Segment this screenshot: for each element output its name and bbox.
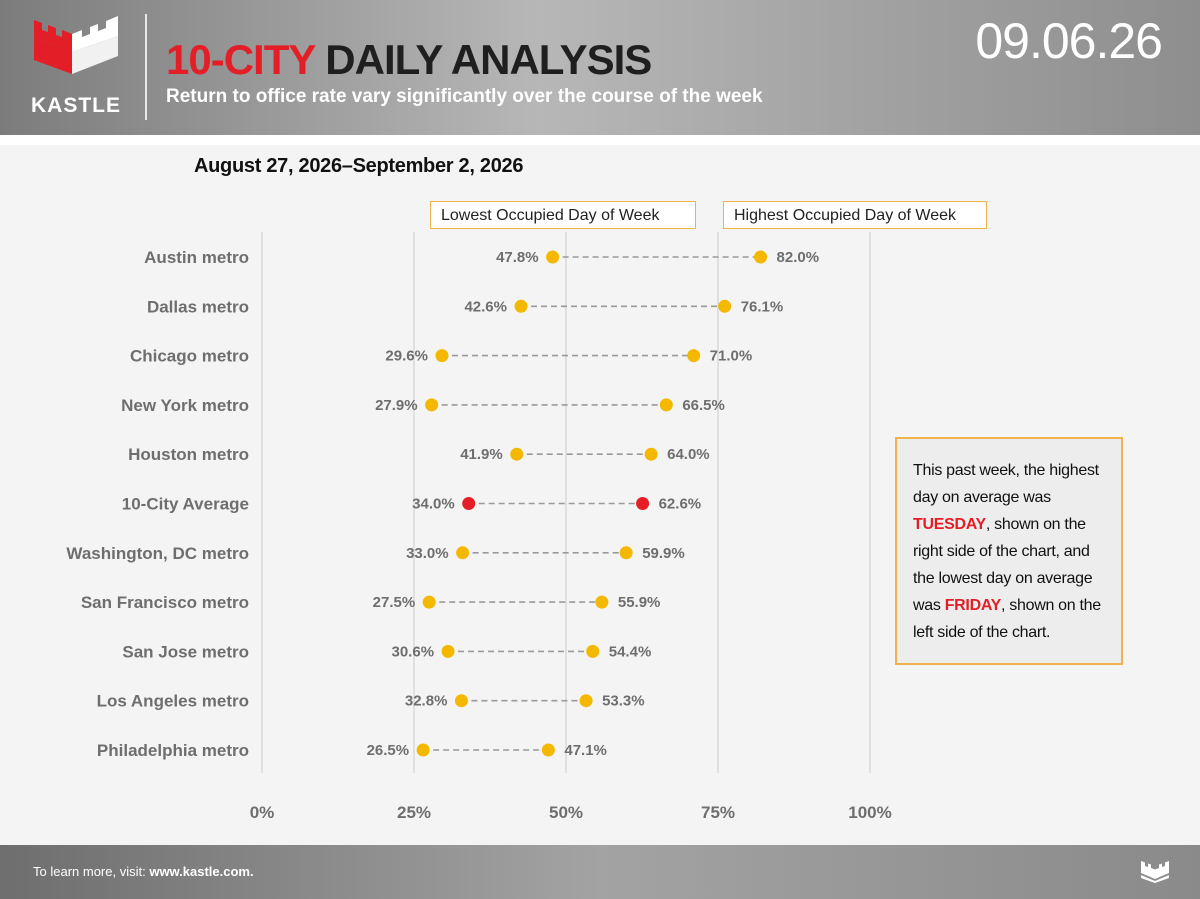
- note-text-1: This past week, the highest day on avera…: [913, 462, 1099, 506]
- page-title: 10-CITY DAILY ANALYSIS: [166, 34, 652, 86]
- low-value-label: 29.6%: [385, 348, 428, 365]
- low-point: [514, 299, 528, 313]
- low-point: [546, 250, 560, 264]
- low-point: [435, 349, 449, 363]
- low-value-label: 30.6%: [392, 643, 435, 660]
- page-subtitle: Return to office rate vary significantly…: [166, 86, 763, 107]
- low-point: [425, 398, 439, 412]
- high-value-label: 47.1%: [564, 742, 607, 759]
- header-bar: KASTLE 10-CITY DAILY ANALYSIS Return to …: [0, 0, 1200, 135]
- category-label: Houston metro: [128, 445, 249, 464]
- low-point: [510, 447, 524, 461]
- high-value-label: 82.0%: [777, 249, 820, 266]
- low-point: [422, 595, 436, 609]
- category-label: 10-City Average: [122, 495, 249, 514]
- x-tick-label: 0%: [250, 803, 275, 822]
- x-tick-label: 50%: [549, 803, 583, 822]
- chart-title: August 27, 2026–September 2, 2026: [194, 155, 524, 177]
- category-label: Austin metro: [144, 248, 249, 267]
- dumbbell-chart: 0% 25% 50% 75% 100% Austin metro 47.8% 82.0% Dal…: [66, 232, 892, 822]
- high-point: [718, 299, 732, 313]
- low-value-label: 27.5%: [373, 594, 416, 611]
- high-point: [644, 447, 658, 461]
- high-point: [754, 250, 768, 264]
- legend-highest: Highest Occupied Day of Week: [723, 201, 987, 229]
- low-point: [416, 743, 430, 757]
- x-tick-label: 100%: [848, 803, 891, 822]
- footer-text: To learn more, visit: www.kastle.com.: [33, 864, 254, 879]
- category-label: San Jose metro: [122, 642, 249, 661]
- high-point: [619, 546, 633, 560]
- note-text-2: , shown on the right side of the chart, …: [913, 516, 1093, 614]
- high-value-label: 76.1%: [741, 298, 784, 315]
- high-value-label: 71.0%: [710, 348, 753, 365]
- high-value-label: 53.3%: [602, 693, 645, 710]
- note-high-day: TUESDAY: [913, 516, 986, 533]
- high-value-label: 64.0%: [667, 446, 710, 463]
- footer-bar: To learn more, visit: www.kastle.com.: [0, 845, 1200, 899]
- low-value-label: 27.9%: [375, 397, 418, 414]
- date-stamp: 09.06.26: [975, 13, 1163, 69]
- low-point: [456, 546, 470, 560]
- high-value-label: 66.5%: [682, 397, 725, 414]
- note-low-day: FRIDAY: [944, 597, 1002, 614]
- category-label: Los Angeles metro: [97, 692, 249, 711]
- header-divider: [145, 14, 147, 120]
- low-value-label: 41.9%: [460, 446, 503, 463]
- low-point: [441, 644, 455, 658]
- brand-name: KASTLE: [31, 94, 121, 117]
- high-point: [687, 349, 701, 363]
- high-point: [595, 595, 609, 609]
- x-tick-label: 25%: [397, 803, 431, 822]
- insight-callout: This past week, the highest day on avera…: [895, 437, 1123, 665]
- high-value-label: 54.4%: [609, 643, 652, 660]
- high-point: [659, 398, 673, 412]
- footer-prefix: To learn more, visit:: [33, 864, 150, 879]
- low-value-label: 32.8%: [405, 693, 448, 710]
- castle-icon: [34, 16, 118, 74]
- category-label: New York metro: [121, 396, 249, 415]
- high-value-label: 59.9%: [642, 545, 685, 562]
- low-value-label: 42.6%: [464, 298, 507, 315]
- category-label: Washington, DC metro: [66, 544, 249, 563]
- category-label: San Francisco metro: [81, 593, 249, 612]
- category-label: Philadelphia metro: [97, 741, 249, 760]
- castle-icon: [1141, 861, 1169, 883]
- high-point: [541, 743, 555, 757]
- category-label: Chicago metro: [130, 347, 249, 366]
- low-point: [454, 694, 468, 708]
- low-point: [462, 497, 476, 510]
- x-tick-label: 75%: [701, 803, 735, 822]
- legend-lowest: Lowest Occupied Day of Week: [430, 201, 696, 229]
- high-value-label: 62.6%: [659, 496, 702, 513]
- high-point: [636, 497, 650, 510]
- low-value-label: 26.5%: [367, 742, 410, 759]
- category-label: Dallas metro: [147, 297, 249, 316]
- high-point: [586, 644, 600, 658]
- title-rest: DAILY ANALYSIS: [325, 36, 652, 83]
- kastle-logo[interactable]: KASTLE: [26, 14, 126, 124]
- footer-link[interactable]: www.kastle.com.: [149, 864, 254, 879]
- note-text-3: , shown on the left side of the chart.: [913, 597, 1101, 641]
- high-point: [579, 694, 593, 708]
- low-value-label: 47.8%: [496, 249, 539, 266]
- low-value-label: 33.0%: [406, 545, 449, 562]
- title-accent: 10-CITY: [166, 36, 316, 83]
- high-value-label: 55.9%: [618, 594, 661, 611]
- low-value-label: 34.0%: [412, 496, 455, 513]
